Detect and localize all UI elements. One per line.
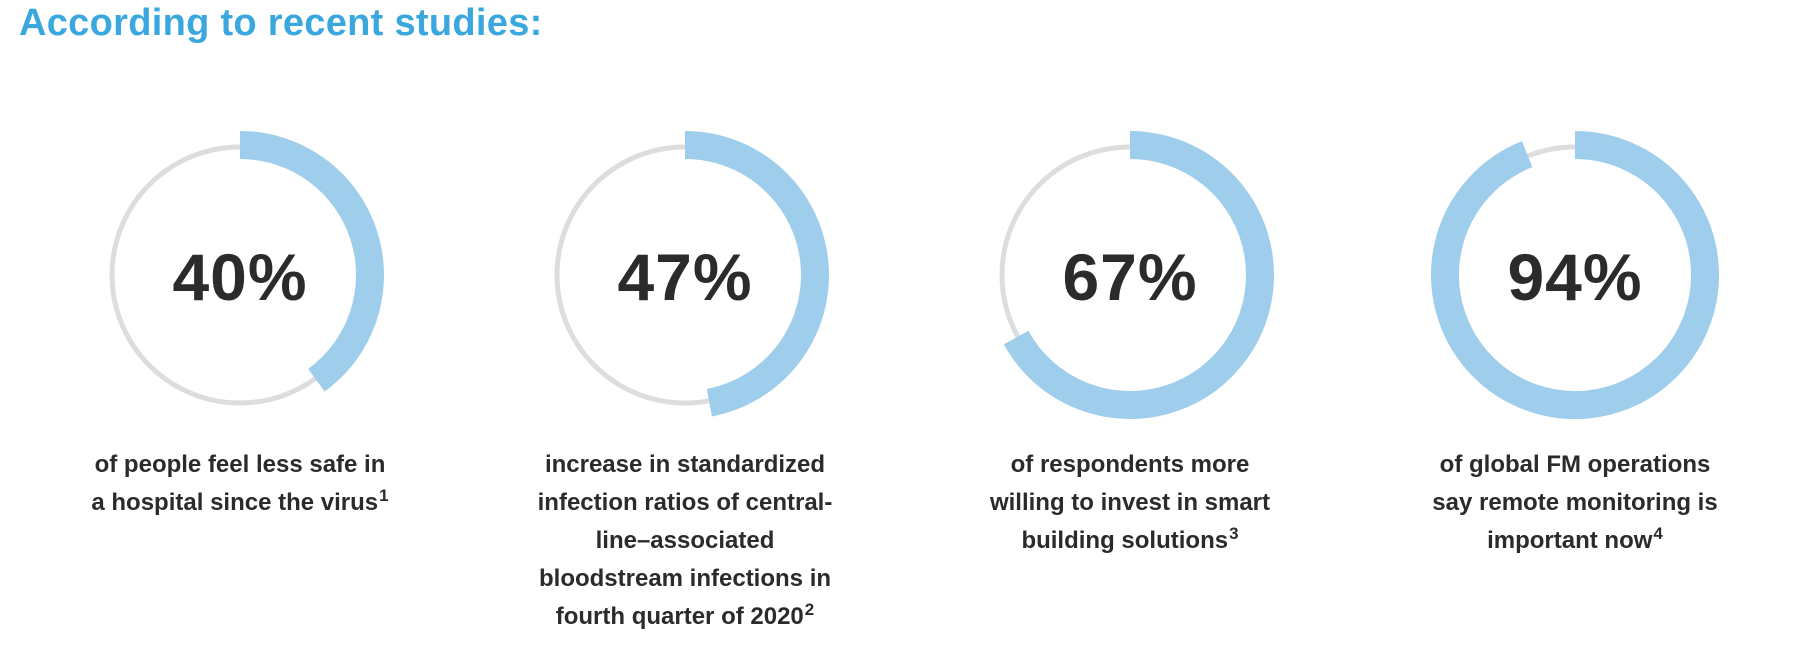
caption-line: willing to invest in smart	[989, 489, 1271, 516]
stat-card: 94% of global FM operations say remote mo…	[1375, 0, 1775, 657]
stat-caption: of global FM operations say remote monito…	[1395, 446, 1755, 560]
stat-percentage: 67%	[1062, 240, 1198, 314]
stat-percentage: 47%	[617, 240, 753, 314]
progress-ring	[999, 131, 1274, 419]
caption-line: of global FM operations	[1439, 451, 1711, 478]
page-title: According to recent studies:	[19, 2, 543, 44]
footnote-marker: 1	[379, 486, 389, 505]
caption-line: a hospital since the virus1	[91, 486, 389, 516]
stat-percentage: 40%	[172, 240, 308, 314]
footnote-marker: 2	[804, 600, 815, 619]
caption-line: important now4	[1487, 524, 1663, 554]
caption-line: increase in standardized	[544, 451, 826, 478]
stat-card: 40% of people feel less safe in a hospita…	[40, 0, 440, 657]
ring-progress-arc	[1431, 131, 1719, 419]
stat-percentage: 94%	[1507, 240, 1643, 314]
ring-progress-arc	[1003, 131, 1274, 419]
stat-caption: increase in standardized infection ratios…	[505, 446, 865, 636]
caption-line: line–associated	[595, 527, 775, 554]
caption-line: bloodstream infections in	[538, 565, 832, 592]
caption-line: of respondents more	[1010, 451, 1250, 478]
caption-line: of people feel less safe in	[94, 451, 386, 478]
caption-line: fourth quarter of 20202	[555, 600, 815, 630]
progress-ring	[1431, 131, 1719, 419]
caption-line: infection ratios of central-	[537, 489, 833, 516]
stat-card: 47% increase in standardized infection ra…	[485, 0, 885, 657]
footnote-marker: 4	[1653, 524, 1663, 543]
caption-line: say remote monitoring is	[1432, 489, 1718, 516]
stat-caption: of people feel less safe in a hospital si…	[60, 446, 420, 522]
stat-card: 67% of respondents more willing to invest…	[930, 0, 1330, 657]
ring-progress-arc	[239, 131, 384, 392]
caption-line: building solutions3	[1021, 524, 1239, 554]
progress-ring	[554, 131, 829, 417]
ring-progress-arc	[684, 131, 829, 417]
stat-caption: of respondents more willing to invest in …	[950, 446, 1310, 560]
footnote-marker: 3	[1229, 524, 1239, 543]
progress-ring	[109, 131, 384, 406]
